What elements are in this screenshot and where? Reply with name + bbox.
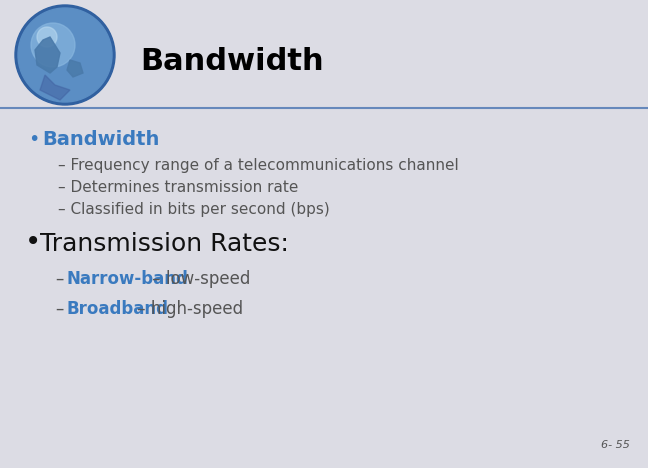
Polygon shape	[35, 37, 60, 73]
Text: – high-speed: – high-speed	[132, 300, 243, 318]
Text: Bandwidth: Bandwidth	[140, 47, 323, 76]
Circle shape	[37, 27, 57, 47]
Text: Broadband: Broadband	[67, 300, 169, 318]
Polygon shape	[40, 75, 70, 100]
Circle shape	[18, 8, 112, 102]
Text: Narrow-band: Narrow-band	[67, 270, 189, 288]
Text: Bandwidth: Bandwidth	[42, 130, 159, 149]
Text: Transmission Rates:: Transmission Rates:	[40, 232, 289, 256]
Text: –: –	[55, 300, 64, 318]
Circle shape	[31, 23, 75, 67]
Text: – Classified in bits per second (bps): – Classified in bits per second (bps)	[58, 202, 330, 217]
Polygon shape	[67, 60, 83, 77]
Text: 6- 55: 6- 55	[601, 440, 630, 450]
Circle shape	[15, 5, 115, 105]
Text: •: •	[25, 228, 41, 256]
Text: –: –	[55, 270, 64, 288]
Text: – Determines transmission rate: – Determines transmission rate	[58, 180, 298, 195]
Text: – Frequency range of a telecommunications channel: – Frequency range of a telecommunication…	[58, 158, 459, 173]
Text: – low-speed: – low-speed	[147, 270, 250, 288]
Text: •: •	[28, 130, 40, 149]
